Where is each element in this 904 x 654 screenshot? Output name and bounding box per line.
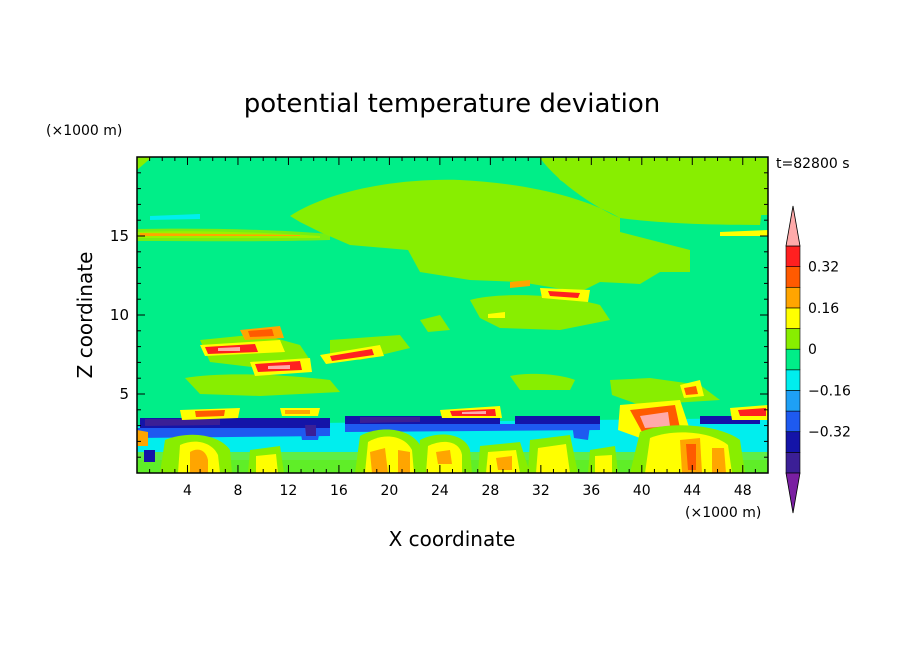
x-tick-label: 32	[532, 483, 550, 499]
colorbar-tick-label: 0.32	[808, 260, 839, 276]
colorbar-extend-top	[785, 205, 801, 247]
x-tick-label: 12	[280, 483, 298, 499]
time-label: t=82800 s	[776, 156, 850, 172]
colorbar-segment	[785, 431, 801, 453]
y-tick-label: 15	[110, 227, 129, 245]
x-tick-label: 20	[380, 483, 398, 499]
colorbar-tick-label: 0.16	[808, 301, 839, 317]
colorbar-segment	[785, 348, 801, 371]
x-tick-label: 4	[183, 483, 192, 499]
x-tick-label: 16	[330, 483, 348, 499]
colorbar-extend-bottom	[785, 472, 801, 514]
colorbar	[785, 205, 801, 514]
x-tick-label: 8	[233, 483, 242, 499]
colorbar-segment	[785, 266, 801, 288]
y-axis-label: Z coordinate	[73, 252, 97, 379]
x-tick-label: 40	[633, 483, 651, 499]
x-axis-label: X coordinate	[389, 527, 516, 551]
x-tick-label: 48	[734, 483, 752, 499]
colorbar-tick-label: −0.32	[808, 425, 851, 441]
colorbar-segment	[785, 286, 801, 309]
y-tick-label: 5	[119, 385, 129, 403]
colorbar-segment	[785, 245, 801, 267]
heatmap-field	[137, 157, 768, 473]
colorbar-segment	[785, 369, 801, 391]
x-tick-label: 24	[431, 483, 449, 499]
y-tick-label: 10	[110, 306, 129, 324]
colorbar-segment	[785, 328, 801, 350]
colorbar-segment	[785, 307, 801, 329]
colorbar-segment	[785, 452, 801, 474]
x-axis-ticks: 4 8 12 16 20 24 28 32 36 40 44 48	[149, 157, 756, 499]
x-tick-label: 28	[481, 483, 499, 499]
y-axis-ticks: 5 10 15	[110, 172, 768, 458]
x-tick-label: 36	[582, 483, 600, 499]
colorbar-labels: 0.32 0.16 0 −0.16 −0.32	[808, 260, 851, 441]
chart-title: potential temperature deviation	[244, 89, 660, 119]
x-unit-label: (×1000 m)	[685, 505, 761, 521]
colorbar-segment	[785, 410, 801, 433]
colorbar-tick-label: −0.16	[808, 383, 851, 399]
x-tick-label: 44	[683, 483, 701, 499]
colorbar-segment	[785, 390, 801, 412]
y-unit-label: (×1000 m)	[46, 123, 122, 139]
colorbar-tick-label: 0	[808, 342, 817, 358]
